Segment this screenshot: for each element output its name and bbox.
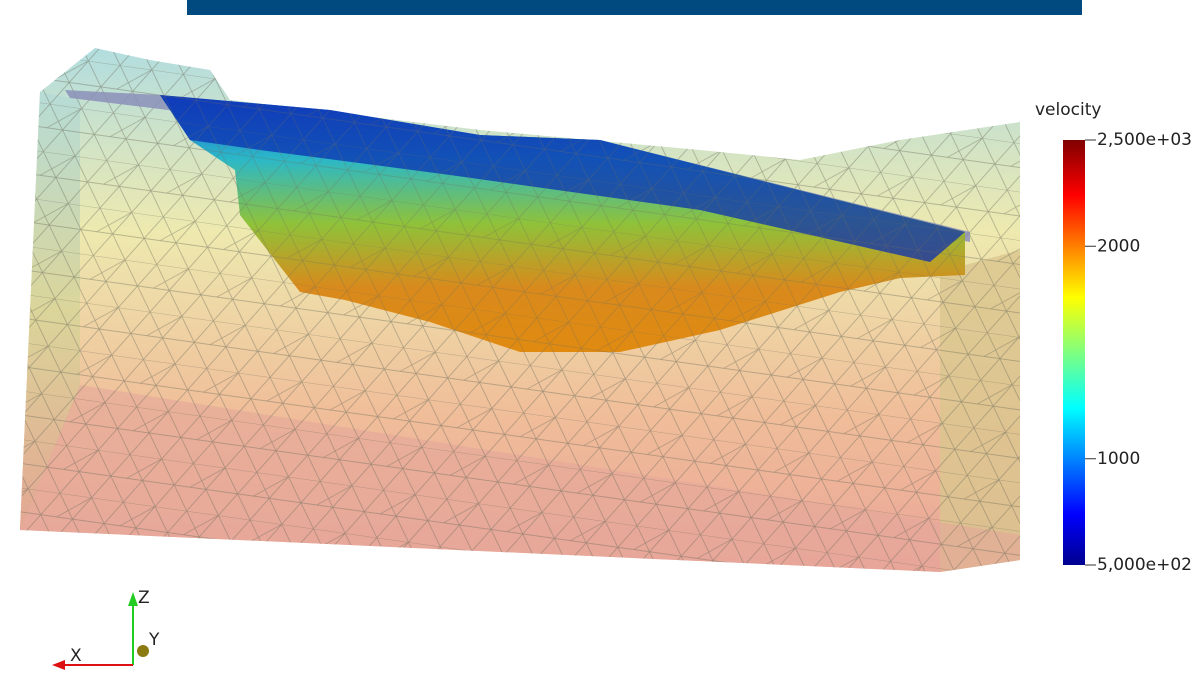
colorbar <box>1063 140 1085 565</box>
axes-triad: Z Y X <box>52 588 160 670</box>
title-bar <box>187 0 1082 15</box>
colorbar-tick-label: 1000 <box>1097 449 1140 469</box>
x-axis-label: X <box>70 646 82 666</box>
colorbar-tick-label: 2,500e+03 <box>1097 130 1192 150</box>
velocity-body <box>65 90 970 352</box>
colorbar-tick-label: 2000 <box>1097 236 1140 256</box>
colorbar-title: velocity <box>1035 100 1101 120</box>
z-axis-label: Z <box>138 588 150 608</box>
colorbar-tick-label: 5,000e+02 <box>1097 555 1192 575</box>
y-axis-label: Y <box>148 630 160 650</box>
